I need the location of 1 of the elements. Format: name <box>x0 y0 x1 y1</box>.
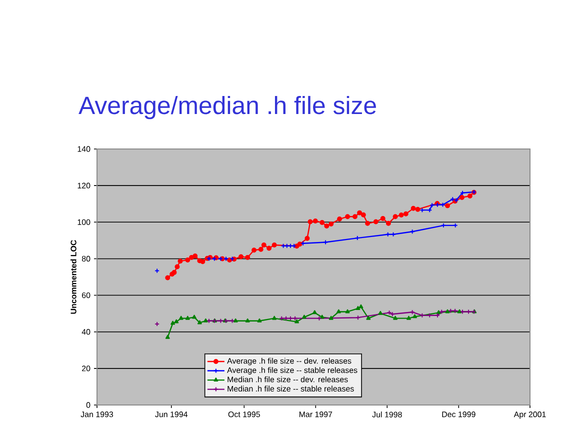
chart-title: Average/median .h file size <box>78 96 376 120</box>
